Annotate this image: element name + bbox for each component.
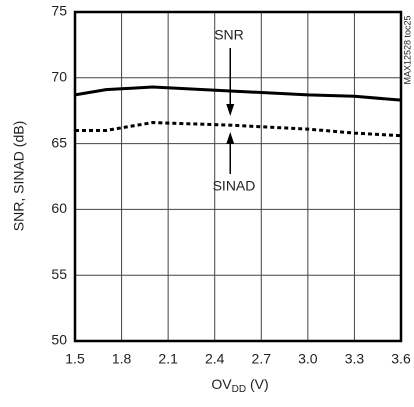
side-note: MAX12528 toc25 [402, 15, 412, 84]
x-axis-label-sub: DD [232, 384, 246, 395]
x-tick-label: 3.6 [391, 351, 411, 367]
x-axis-label: OVDD (V) [211, 376, 268, 395]
y-tick-label: 70 [51, 69, 67, 85]
x-axis-label-unit: (V) [246, 376, 269, 392]
x-tick-label: 3.3 [345, 351, 365, 367]
series-line [75, 121, 402, 138]
series-label: SNR [214, 27, 244, 43]
y-tick-label: 65 [51, 134, 67, 150]
y-tick-label: 60 [51, 200, 67, 216]
y-axis-label: SNR, SINAD (dB) [11, 121, 27, 231]
series-line [74, 85, 402, 102]
x-tick-label: 2.7 [252, 351, 272, 367]
x-tick-label: 1.8 [112, 351, 132, 367]
plot-frame [73, 10, 403, 343]
callout-arrowhead [226, 104, 235, 116]
series-label: SINAD [213, 178, 256, 194]
y-tick-label: 55 [51, 266, 67, 282]
callout-arrowhead [226, 132, 235, 144]
x-tick-label: 3.0 [298, 351, 318, 367]
x-axis-label-main: OV [211, 376, 232, 392]
y-tick-label: 75 [51, 3, 67, 19]
x-tick-label: 2.4 [205, 351, 225, 367]
x-tick-label: 2.1 [158, 351, 178, 367]
y-tick-label: 50 [51, 332, 67, 348]
x-tick-label: 1.5 [65, 351, 85, 367]
